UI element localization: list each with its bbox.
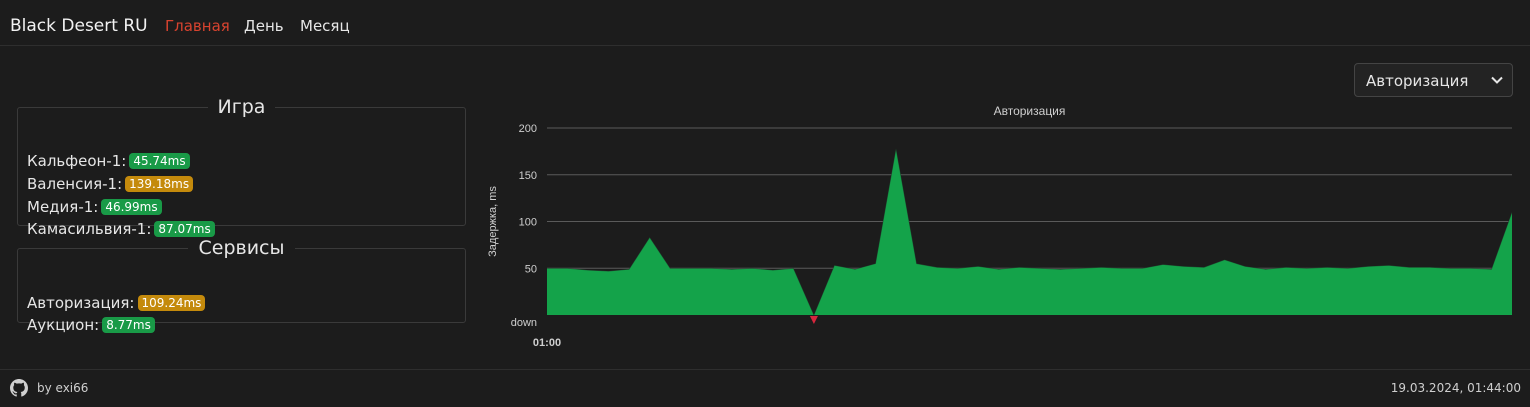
service-row: Авторизация: 109.24ms [27, 292, 206, 314]
y-tick-label: 200 [519, 123, 537, 135]
y-tick-label: 150 [519, 170, 537, 182]
y-tick-label: 100 [519, 217, 537, 229]
y-tick-label: 50 [525, 263, 537, 275]
brand-title[interactable]: Black Desert RU [10, 16, 148, 36]
server-row: Валенсия-1: 139.18ms [27, 173, 194, 195]
ping-badge: 109.24ms [137, 295, 206, 311]
y-tick-label: down [511, 317, 537, 329]
nav-home[interactable]: Главная [165, 17, 230, 35]
navbar: Black Desert RU Главная День Месяц [0, 0, 1530, 46]
nav-month[interactable]: Месяц [300, 17, 350, 35]
author-link[interactable]: by exi66 [37, 381, 89, 395]
series-line [547, 148, 1513, 317]
server-name: Валенсия-1: [27, 175, 123, 193]
services-panel-title: Сервисы [198, 237, 285, 259]
chart-title: Авторизация [994, 104, 1066, 118]
nav-day[interactable]: День [244, 17, 284, 35]
chevron-down-icon [1491, 76, 1503, 84]
footer: by exi66 19.03.2024, 01:44:00 [0, 369, 1530, 407]
latency-chart: Авторизация Задержка, ms down 50 100 150 200 01… [487, 104, 1513, 349]
github-icon[interactable] [10, 379, 28, 397]
service-row: Аукцион: 8.77ms [27, 314, 155, 336]
service-select[interactable]: Авторизация [1354, 63, 1513, 97]
service-name: Аукцион: [27, 316, 100, 334]
server-row: Камасильвия-1: 87.07ms [27, 218, 215, 240]
timestamp: 19.03.2024, 01:44:00 [1390, 381, 1521, 395]
ping-badge: 87.07ms [154, 221, 215, 237]
ping-badge: 46.99ms [101, 199, 162, 215]
services-panel: Сервисы Авторизация: 109.24ms Аукцион: 8.7… [17, 237, 466, 334]
service-name: Авторизация: [27, 294, 135, 312]
ping-badge: 139.18ms [125, 176, 194, 192]
x-tick-label: 01:00 [533, 337, 561, 349]
ping-badge: 8.77ms [102, 317, 155, 333]
server-name: Медия-1: [27, 198, 99, 216]
game-panel: Игра Кальфеон-1: 45.74ms Валенсия-1: 139.1… [17, 96, 466, 238]
server-row: Медия-1: 46.99ms [27, 196, 162, 218]
y-axis-label: Задержка, ms [487, 186, 499, 257]
down-marker [809, 316, 818, 324]
game-panel-title: Игра [217, 96, 266, 118]
server-name: Камасильвия-1: [27, 220, 152, 238]
server-row: Кальфеон-1: 45.74ms [27, 150, 190, 172]
ping-badge: 45.74ms [129, 153, 190, 169]
server-name: Кальфеон-1: [27, 152, 127, 170]
series-area [547, 148, 1512, 315]
service-select-value: Авторизация [1366, 72, 1469, 90]
